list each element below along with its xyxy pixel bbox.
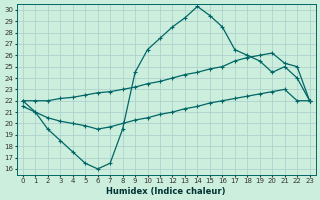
X-axis label: Humidex (Indice chaleur): Humidex (Indice chaleur) — [107, 187, 226, 196]
